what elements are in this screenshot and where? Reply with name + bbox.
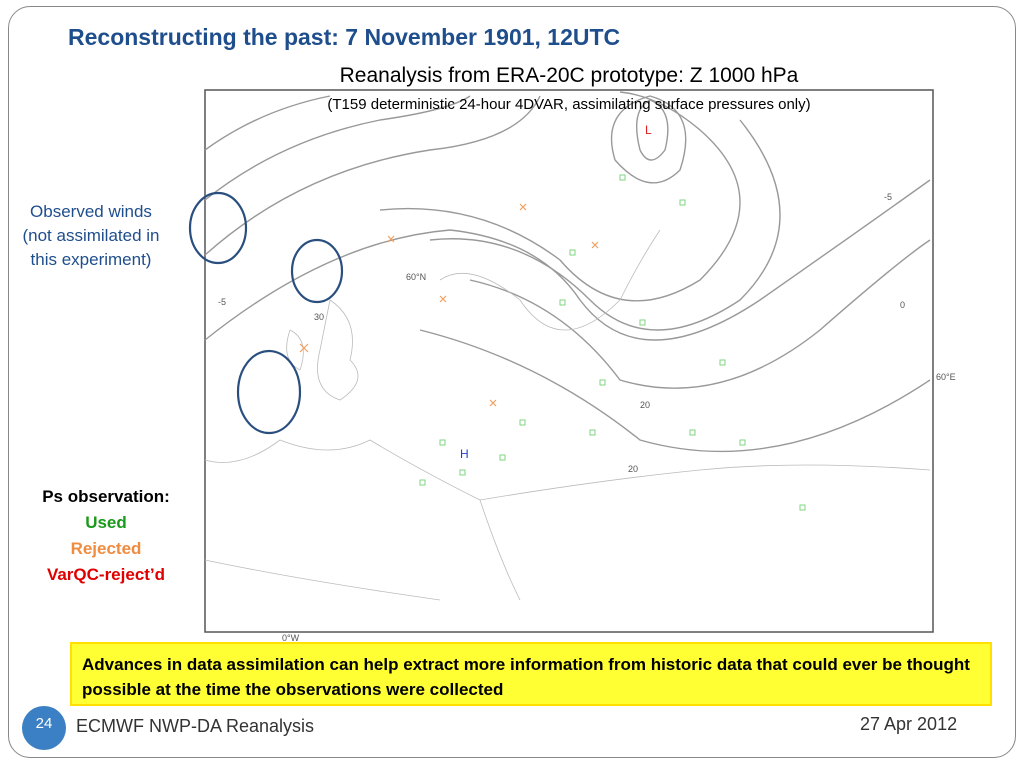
map-title: Reanalysis from ERA-20C prototype: Z 100… (339, 64, 799, 87)
low-label: L (645, 123, 652, 137)
highlight: Advances in data assimilation can help e… (70, 642, 992, 706)
high-label: H (460, 447, 469, 461)
contour-label: -5 (218, 297, 226, 307)
lat-label: 60°N (406, 272, 426, 282)
legend-varqc: VarQC-reject’d (46, 565, 166, 584)
page-number: 24 (22, 706, 66, 750)
legend-rejected: Rejected (70, 539, 142, 558)
contour-label: 30 (314, 312, 324, 322)
legend: Ps observation: Used Rejected VarQC-reje… (10, 484, 202, 588)
contour-label: 20 (640, 400, 650, 410)
legend-used: Used (85, 513, 127, 532)
winds-note: Observed winds (not assimilated in this … (22, 202, 160, 269)
map-subtitle: (T159 deterministic 24-hour 4DVAR, assim… (327, 96, 811, 113)
contour-label: -5 (884, 192, 892, 202)
lon-label: 0°W (282, 633, 300, 643)
date: 27 Apr 2012 (860, 714, 958, 734)
legend-heading: Ps observation: (42, 487, 170, 506)
title: Reconstructing the past: 7 November 1901… (68, 24, 621, 50)
contour-label: 0 (900, 300, 905, 310)
frame (8, 6, 1016, 758)
contour-label: 20 (628, 464, 638, 474)
lon-label: 60°E (936, 372, 956, 382)
footer: ECMWF NWP-DA Reanalysis (76, 716, 315, 736)
